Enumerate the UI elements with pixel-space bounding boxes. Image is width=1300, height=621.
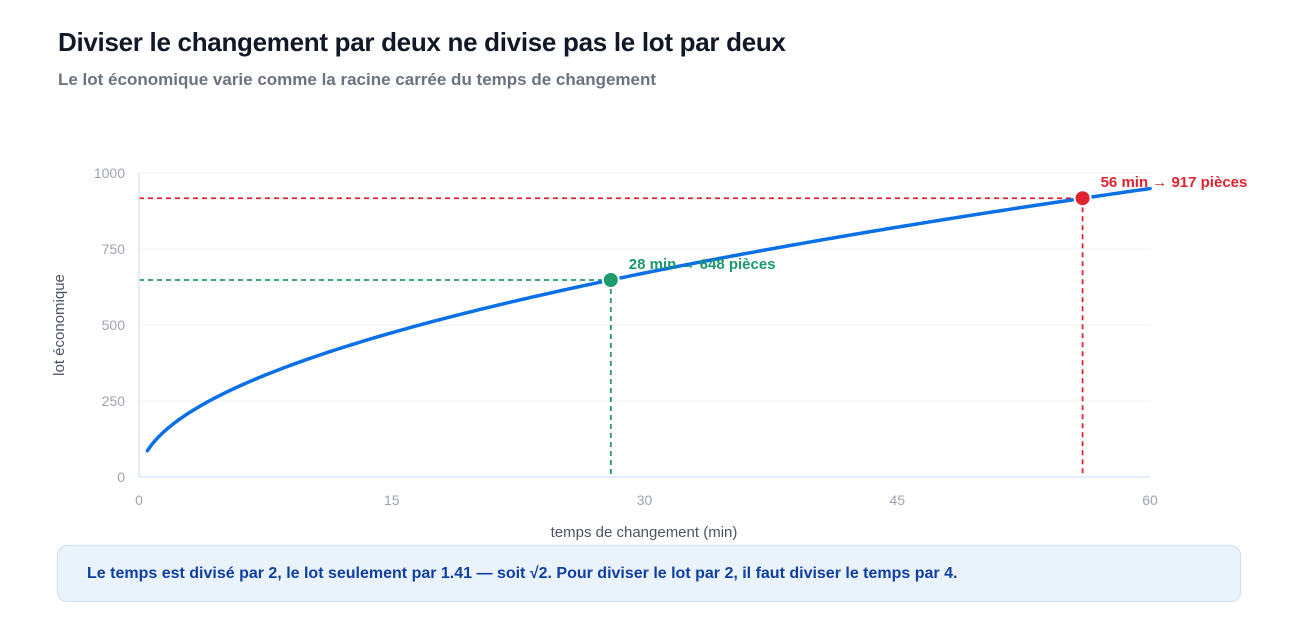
y-tick-label: 1000 xyxy=(94,165,125,181)
axes: 0 250 500 750 1000 0 15 30 45 60 xyxy=(94,165,1158,508)
x-tick-label: 45 xyxy=(889,492,905,508)
chart: 0 250 500 750 1000 0 15 30 45 60 28 min → 648 piè… xyxy=(51,165,1248,541)
y-tick-label: 750 xyxy=(102,241,126,257)
x-tick-label: 0 xyxy=(135,492,143,508)
points: 28 min → 648 pièces 56 min → 917 pièces xyxy=(601,174,1248,290)
x-tick-label: 30 xyxy=(637,492,653,508)
y-tick-label: 250 xyxy=(102,393,126,409)
grid xyxy=(139,172,1150,402)
y-tick-label: 0 xyxy=(117,469,125,485)
data-point xyxy=(1073,189,1092,208)
x-tick-label: 15 xyxy=(384,492,400,508)
guide-lines xyxy=(139,197,1084,477)
series-line xyxy=(145,186,1152,453)
point-label: 56 min → 917 pièces xyxy=(1101,174,1248,191)
page-subtitle: Le lot économique varie comme la racine … xyxy=(58,70,657,89)
x-tick-label: 60 xyxy=(1142,492,1158,508)
y-tick-label: 500 xyxy=(102,317,126,333)
point-label: 28 min → 648 pièces xyxy=(629,256,776,273)
info-callout: Le temps est divisé par 2, le lot seulem… xyxy=(57,545,1241,602)
curve-layer xyxy=(145,186,1152,453)
data-point xyxy=(601,271,620,290)
x-axis-label: temps de changement (min) xyxy=(551,524,738,541)
page-title: Diviser le changement par deux ne divise… xyxy=(58,27,786,57)
callout-text: Le temps est divisé par 2, le lot seulem… xyxy=(87,564,958,582)
y-axis-label: lot économique xyxy=(51,274,68,376)
